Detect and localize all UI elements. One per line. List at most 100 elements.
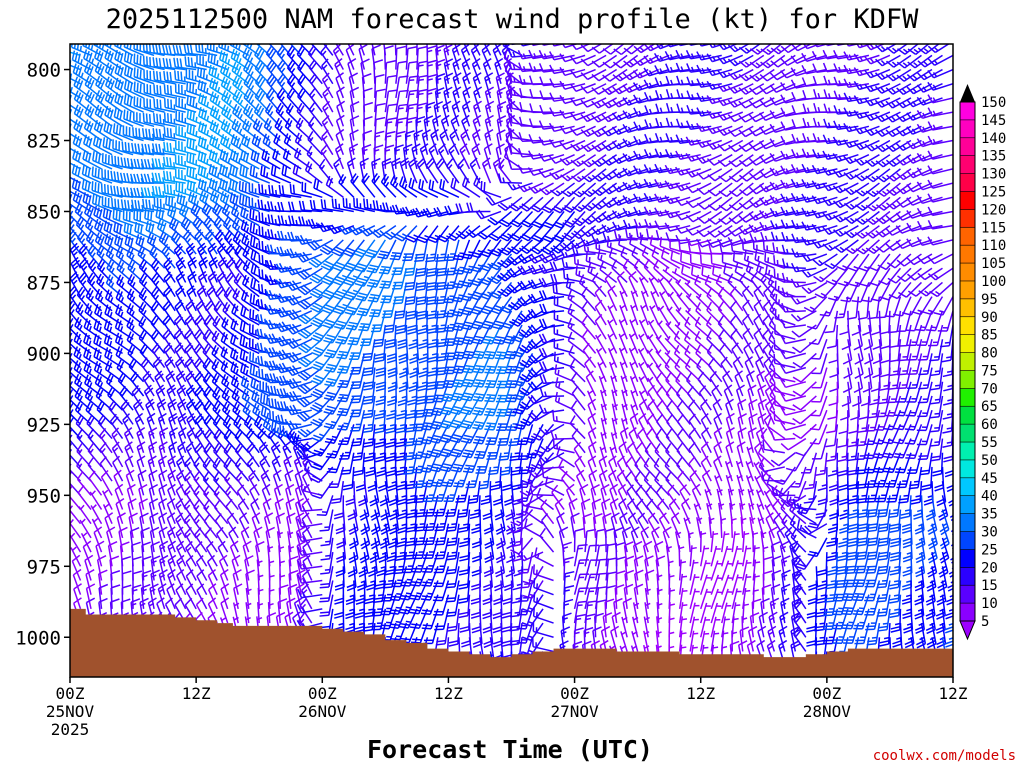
wind-barb [301, 181, 323, 198]
wind-barb [85, 583, 96, 610]
wind-barb [162, 300, 176, 326]
wind-barb [120, 199, 144, 213]
wind-barb [101, 489, 113, 510]
wind-barb [536, 487, 555, 511]
wind-barb [159, 554, 169, 581]
wind-barb [80, 532, 92, 553]
wind-barb [300, 481, 323, 497]
wind-barb [837, 424, 849, 448]
wind-barb [927, 44, 950, 54]
wind-barb [742, 313, 754, 340]
wind-barb [148, 427, 158, 453]
wind-barb [158, 483, 168, 510]
wind-barb [461, 623, 472, 648]
wind-barb [90, 504, 103, 525]
colorbar-segment [960, 245, 975, 264]
wind-barb [70, 111, 71, 113]
wind-barb [550, 429, 575, 440]
wind-barb [289, 183, 312, 199]
wind-barb [111, 198, 134, 213]
colorbar-label: 140 [981, 131, 1006, 147]
wind-barb [538, 290, 565, 301]
wind-barb [911, 296, 933, 316]
wind-barb [140, 526, 150, 553]
wind-barb [945, 580, 953, 606]
wind-barb [102, 503, 113, 525]
wind-barb [395, 60, 408, 84]
wind-barb [73, 583, 82, 610]
wind-barb [71, 178, 92, 198]
wind-barb [173, 313, 187, 340]
wind-barbs-layer [70, 44, 953, 677]
wind-barb [70, 373, 82, 397]
wind-barb [852, 381, 862, 407]
wind-barb [279, 573, 286, 595]
wind-barb [310, 395, 334, 413]
wind-barb [309, 87, 323, 113]
wind-barb [76, 286, 92, 312]
wind-barb [347, 58, 357, 84]
wind-barb [307, 131, 323, 156]
wind-barb [166, 512, 176, 539]
wind-barb [116, 259, 134, 284]
wind-barb [158, 512, 168, 539]
wind-barb [748, 413, 758, 439]
wind-barb [89, 490, 103, 510]
x-tick-date: 25NOV [46, 702, 95, 721]
wind-barb [70, 578, 71, 581]
wind-barb [133, 81, 155, 99]
wind-barb [533, 578, 554, 596]
wind-barb [138, 258, 155, 283]
wind-barb [739, 272, 754, 298]
wind-barb [113, 469, 124, 496]
wind-barb [827, 509, 839, 534]
wind-barb [506, 117, 523, 142]
wind-barb [116, 359, 134, 383]
y-axis: 800 825 850 875 900 925 950 975 1000 [15, 60, 70, 649]
wind-barb [93, 361, 113, 383]
wind-barb [79, 518, 92, 539]
wind-barb [133, 67, 155, 85]
wind-barb [729, 314, 744, 340]
wind-barb [162, 314, 176, 340]
wind-barb [826, 324, 839, 349]
wind-barb [362, 87, 373, 113]
wind-barb [950, 537, 953, 564]
wind-barb [83, 62, 102, 85]
wind-barb [371, 172, 386, 198]
wind-barb [634, 569, 644, 595]
wind-barb [449, 129, 460, 156]
wind-barb [70, 259, 71, 283]
wind-barb [148, 483, 159, 510]
wind-barb [133, 111, 155, 128]
wind-barb [752, 587, 759, 609]
wind-barb [163, 183, 186, 199]
wind-barb [107, 386, 124, 411]
wind-barb [150, 329, 166, 354]
colorbar-segment [960, 549, 975, 568]
wind-barb [827, 395, 839, 420]
colorbar-segment [960, 298, 975, 318]
wind-barb [167, 540, 177, 567]
wind-barb [128, 512, 138, 539]
wind-barb [139, 512, 149, 539]
wind-barb [361, 172, 376, 198]
wind-barb [573, 627, 584, 652]
wind-barb [83, 360, 102, 383]
wind-barb [106, 259, 124, 283]
wind-barb [435, 158, 450, 184]
wind-barb [532, 438, 555, 457]
wind-barb [72, 63, 92, 85]
wind-barb [439, 128, 450, 156]
wind-barb [496, 115, 507, 141]
wind-barb [949, 495, 953, 522]
wind-barb [320, 143, 334, 170]
wind-barb [676, 428, 691, 454]
wind-barb [350, 173, 365, 198]
wind-barb [164, 356, 176, 383]
wind-barb [426, 225, 450, 244]
wind-barb [196, 569, 208, 596]
wind-barb [149, 526, 160, 553]
wind-barb [167, 568, 176, 595]
